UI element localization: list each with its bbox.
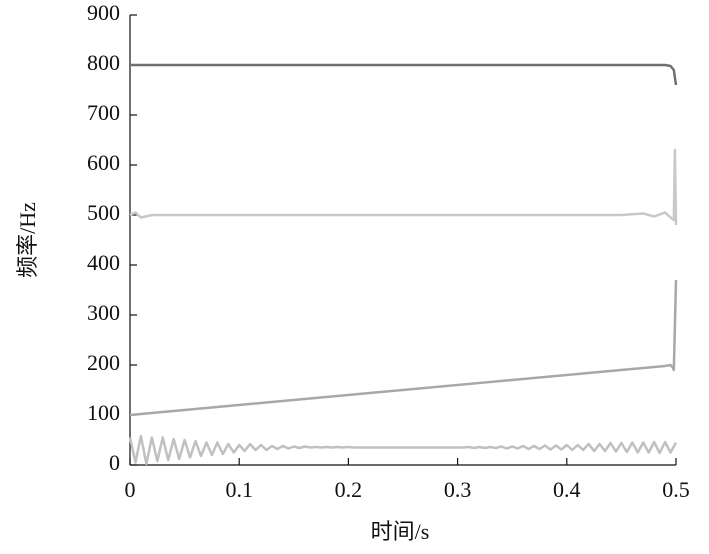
x-tick-label: 0.4	[553, 477, 581, 502]
x-tick-label: 0.3	[444, 477, 472, 502]
x-tick-label: 0.2	[335, 477, 363, 502]
series-line	[129, 148, 678, 226]
y-tick-label: 300	[87, 300, 120, 325]
y-tick-label: 0	[109, 450, 120, 475]
series-line	[129, 279, 678, 417]
series-line	[130, 63, 678, 86]
x-tick-label: 0.5	[662, 477, 690, 502]
y-axis-label: 频率/Hz	[15, 202, 40, 278]
y-tick-label: 400	[87, 250, 120, 275]
x-tick-label: 0	[125, 477, 136, 502]
x-tick-label: 0.1	[225, 477, 253, 502]
y-tick-label: 200	[87, 350, 120, 375]
y-tick-label: 700	[87, 100, 120, 125]
y-tick-label: 500	[87, 200, 120, 225]
series-line	[128, 434, 678, 466]
x-axis-label: 时间/s	[371, 519, 430, 544]
y-tick-label: 600	[87, 150, 120, 175]
y-tick-label: 100	[87, 400, 120, 425]
y-tick-label: 800	[87, 50, 120, 75]
y-tick-label: 900	[87, 0, 120, 25]
